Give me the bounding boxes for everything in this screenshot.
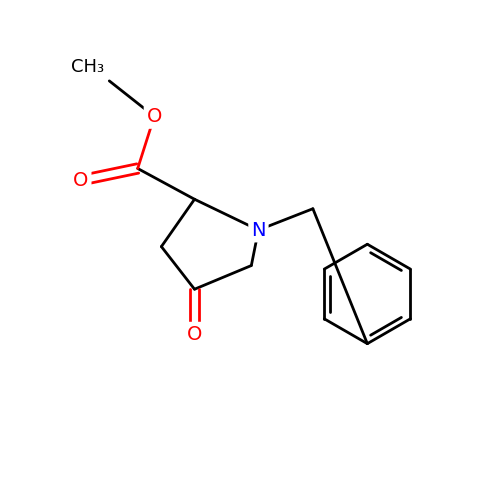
Text: O: O [73, 171, 89, 190]
Text: CH₃: CH₃ [71, 58, 104, 76]
Text: O: O [187, 325, 202, 344]
Text: O: O [147, 107, 162, 126]
Text: N: N [251, 220, 266, 240]
